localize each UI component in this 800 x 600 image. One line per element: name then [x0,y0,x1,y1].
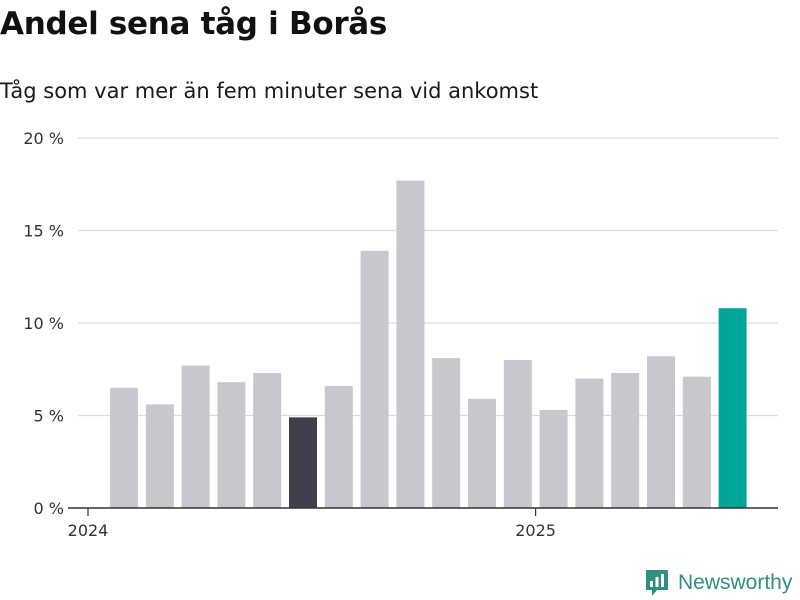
bar [289,417,317,508]
y-tick-label: 0 % [34,499,64,518]
x-tick-label: 2024 [68,521,109,540]
x-tick-label: 2025 [515,521,556,540]
bar [253,372,282,508]
bar [110,387,138,508]
chart-subtitle: Tåg som var mer än fem minuter sena vid … [0,79,539,103]
y-tick-label: 5 % [34,407,64,426]
bar [647,356,675,508]
bar [181,365,210,508]
bar [145,404,174,508]
bar [575,378,604,508]
bar [324,385,353,508]
bar-chart-logo-icon [646,570,668,596]
brand-logo: Newsworthy [644,568,792,598]
bar [611,372,640,508]
brand-name: Newsworthy [678,571,793,594]
bar [539,409,568,508]
bar [396,180,425,509]
bar [503,360,532,508]
bar [468,398,496,508]
y-tick-label: 10 % [23,314,64,333]
bar [718,308,747,508]
bar [682,376,711,508]
chart-title: Andel sena tåg i Borås [0,6,388,42]
y-tick-label: 15 % [23,222,64,241]
bar [217,382,246,508]
bar-chart: 0 % 5 % 10 % 15 % 20 % 2024 2025 [23,129,778,540]
y-tick-label: 20 % [23,129,64,148]
bar [432,358,461,508]
bar [360,250,389,508]
